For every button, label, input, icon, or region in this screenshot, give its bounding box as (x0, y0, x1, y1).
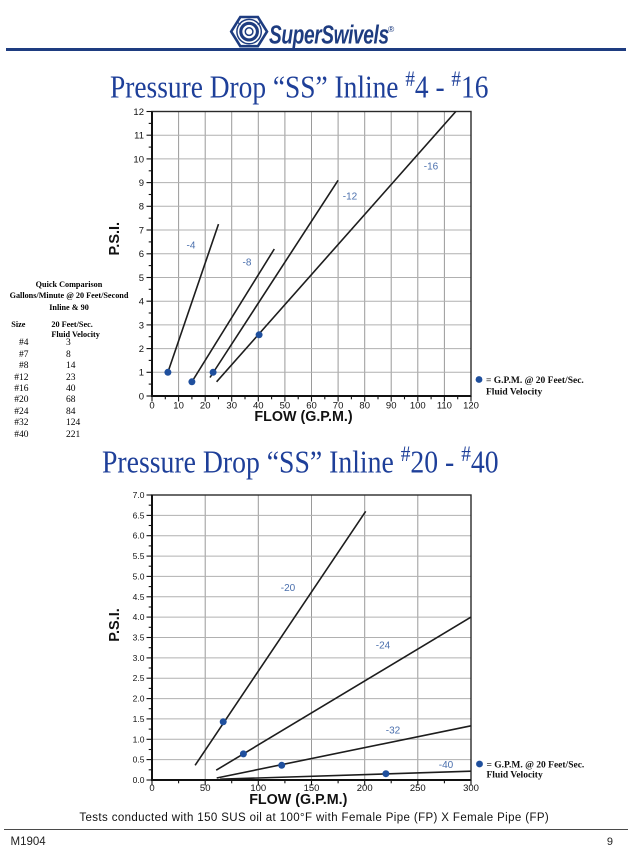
svg-text:-32: -32 (386, 726, 401, 737)
svg-text:6.0: 6.0 (133, 531, 145, 541)
svg-text:1.5: 1.5 (133, 714, 145, 724)
svg-text:5: 5 (139, 273, 144, 284)
svg-text:0.0: 0.0 (133, 775, 145, 785)
svg-text:120: 120 (463, 401, 479, 412)
svg-text:Fluid Velocity: Fluid Velocity (487, 771, 543, 781)
svg-text:4.5: 4.5 (133, 592, 145, 602)
svg-text:-16: -16 (424, 162, 439, 173)
svg-text:= G.P.M. @ 20 Feet/Sec.: = G.P.M. @ 20 Feet/Sec. (487, 761, 585, 771)
svg-text:7: 7 (139, 225, 144, 236)
svg-text:110: 110 (437, 401, 452, 412)
svg-text:12: 12 (133, 107, 144, 118)
svg-text:200: 200 (357, 783, 373, 794)
svg-text:90: 90 (386, 401, 397, 412)
svg-text:-24: -24 (376, 641, 391, 652)
svg-text:70: 70 (333, 401, 344, 412)
svg-text:3: 3 (139, 320, 144, 331)
svg-text:50: 50 (280, 401, 291, 412)
svg-text:-4: -4 (187, 241, 196, 252)
svg-text:-12: -12 (343, 192, 358, 203)
svg-text:SuperSwivels: SuperSwivels (269, 21, 389, 49)
svg-text:100: 100 (250, 783, 266, 794)
svg-text:3.5: 3.5 (133, 633, 145, 643)
svg-text:10: 10 (173, 401, 184, 412)
svg-text:-40: -40 (439, 760, 454, 771)
svg-text:7.0: 7.0 (133, 490, 145, 500)
svg-text:FLOW (G.P.M.): FLOW (G.P.M.) (254, 409, 352, 425)
svg-text:Fluid Velocity: Fluid Velocity (486, 388, 542, 398)
svg-text:P.S.I.: P.S.I. (107, 608, 123, 642)
svg-text:1: 1 (139, 368, 144, 379)
svg-text:150: 150 (304, 783, 320, 794)
svg-text:5.0: 5.0 (133, 571, 145, 581)
svg-text:60: 60 (306, 401, 317, 412)
svg-text:4.0: 4.0 (133, 612, 145, 622)
svg-text:4: 4 (139, 297, 144, 308)
svg-text:10: 10 (133, 154, 144, 165)
svg-text:0: 0 (149, 401, 154, 412)
svg-text:0: 0 (149, 783, 154, 794)
svg-text:0.5: 0.5 (133, 755, 145, 765)
svg-text:9: 9 (139, 178, 144, 189)
svg-text:250: 250 (410, 783, 426, 794)
svg-text:1.0: 1.0 (133, 734, 145, 744)
svg-text:6.5: 6.5 (133, 510, 145, 520)
svg-text:11: 11 (134, 131, 144, 142)
svg-text:®: ® (388, 24, 395, 34)
svg-text:FLOW (G.P.M.): FLOW (G.P.M.) (249, 792, 347, 808)
svg-text:3.0: 3.0 (133, 653, 145, 663)
svg-text:8: 8 (139, 202, 144, 213)
svg-text:0: 0 (139, 391, 144, 402)
svg-text:= G.P.M. @ 20 Feet/Sec.: = G.P.M. @ 20 Feet/Sec. (486, 376, 584, 386)
svg-text:2: 2 (139, 344, 144, 355)
svg-text:2.0: 2.0 (133, 694, 145, 704)
svg-text:300: 300 (463, 783, 479, 794)
svg-text:-20: -20 (281, 583, 296, 594)
svg-text:2.5: 2.5 (133, 673, 145, 683)
svg-text:40: 40 (253, 401, 264, 412)
svg-text:20: 20 (200, 401, 211, 412)
svg-text:30: 30 (226, 401, 237, 412)
svg-text:50: 50 (200, 783, 211, 794)
svg-text:-8: -8 (243, 258, 252, 269)
svg-text:80: 80 (359, 401, 370, 412)
svg-text:100: 100 (410, 401, 426, 412)
svg-text:P.S.I.: P.S.I. (107, 222, 123, 256)
svg-text:5.5: 5.5 (133, 551, 145, 561)
svg-text:6: 6 (139, 249, 144, 260)
